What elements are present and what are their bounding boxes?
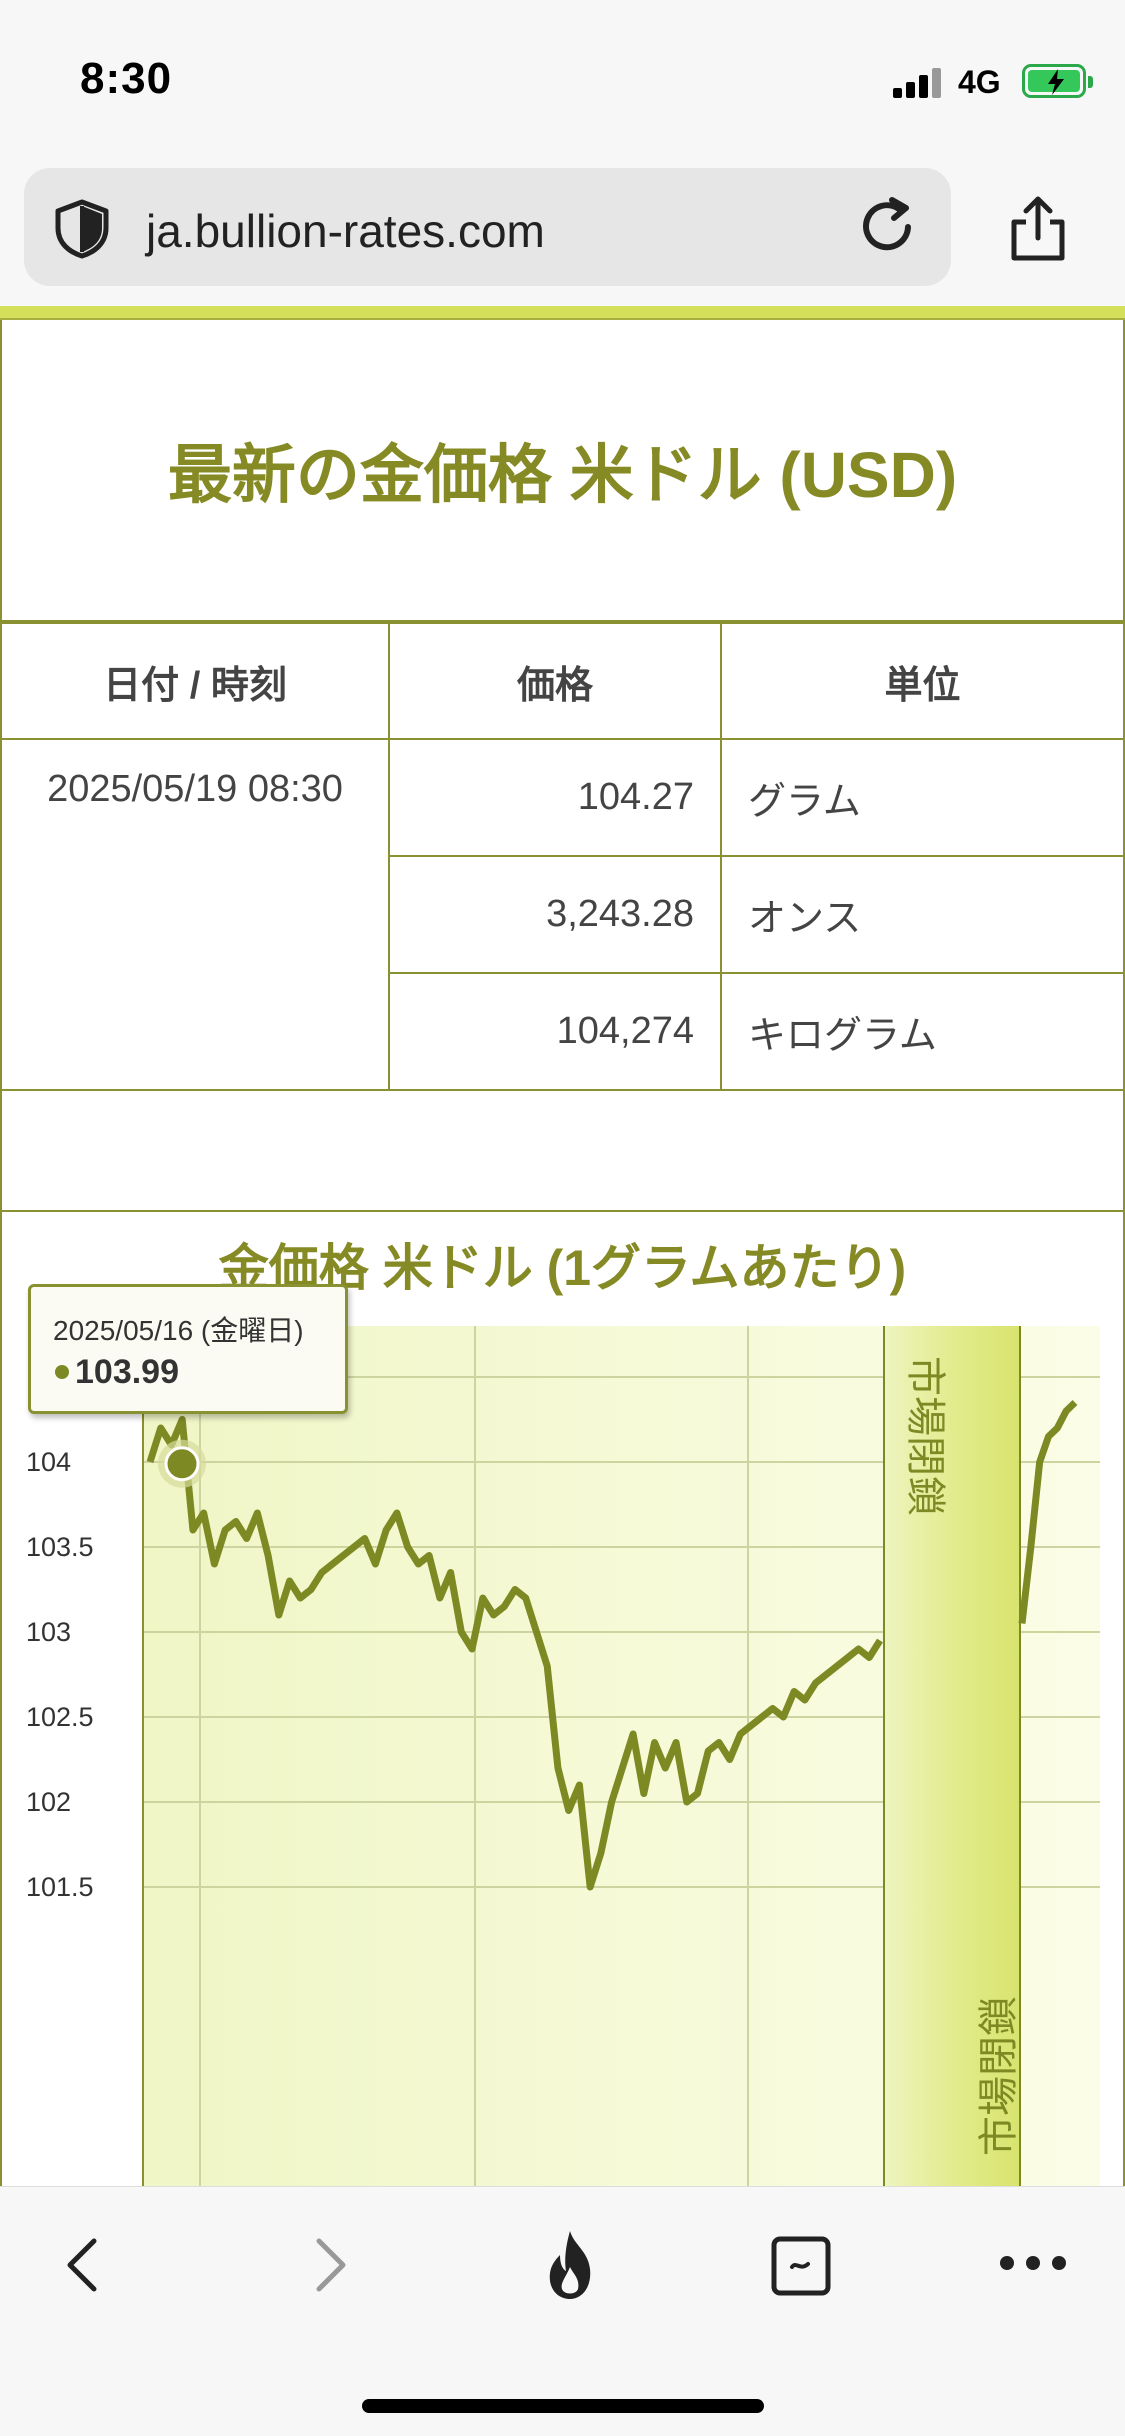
header-price: 価格 <box>388 622 722 740</box>
date-cell: 2025/05/19 08:30 <box>0 738 390 1091</box>
url-text[interactable]: ja.bullion-rates.com <box>146 205 545 257</box>
web-page: 最新の金価格 米ドル (USD) 日付 / 時刻 価格 単位 2025/05/1… <box>0 306 1125 2186</box>
table-header-row: 日付 / 時刻 価格 単位 <box>0 622 1125 740</box>
status-bar: 8:30 4G <box>0 0 1125 160</box>
tooltip-dot-icon <box>55 1365 69 1379</box>
battery-icon <box>1022 64 1093 98</box>
tooltip-value: 103.99 <box>75 1353 179 1391</box>
content-frame <box>0 320 1125 2186</box>
more-icon[interactable] <box>998 2253 1068 2273</box>
tooltip-date: 2025/05/16 (金曜日) <box>53 1315 304 1346</box>
market-closed-label: 市場閉鎖 <box>902 1356 948 1516</box>
title-box: 最新の金価格 米ドル (USD) <box>0 320 1125 622</box>
price-line <box>1018 1399 1078 1624</box>
y-tick-label: 102 <box>26 1787 71 1817</box>
header-unit: 単位 <box>720 622 1125 740</box>
header-date: 日付 / 時刻 <box>0 622 390 740</box>
unit-cell: オンス <box>720 855 1125 974</box>
y-tick-label: 102.5 <box>26 1702 94 1732</box>
price-line <box>146 1416 883 1891</box>
y-tick-label: 104 <box>26 1447 71 1477</box>
reload-icon[interactable] <box>854 194 920 260</box>
signal-icon <box>893 68 943 98</box>
tabs-icon[interactable] <box>770 2233 832 2297</box>
price-table: 日付 / 時刻 価格 単位 2025/05/19 08:30 104.27 グラ… <box>0 622 1125 1091</box>
shield-icon <box>55 199 109 259</box>
forward-icon[interactable] <box>305 2233 355 2297</box>
price-cell: 104.27 <box>388 738 722 857</box>
home-indicator <box>362 2399 764 2413</box>
network-label: 4G <box>958 64 1001 100</box>
market-closed-label: 市場閉鎖 <box>976 1996 1022 2156</box>
table-row: 104,274 キログラム <box>1 972 1125 1091</box>
y-tick-label: 103 <box>26 1617 71 1647</box>
y-tick-label: 103.5 <box>26 1532 94 1562</box>
browser-toolbar <box>0 2186 1125 2436</box>
price-cell: 104,274 <box>388 972 722 1091</box>
unit-cell: グラム <box>720 738 1125 857</box>
y-tick-label: 101.5 <box>26 1872 94 1902</box>
url-bar[interactable]: ja.bullion-rates.com <box>24 168 951 286</box>
share-icon[interactable] <box>1006 194 1070 264</box>
back-icon[interactable] <box>58 2233 108 2297</box>
hover-point <box>164 1446 200 1482</box>
status-time: 8:30 <box>80 54 173 103</box>
chart-tooltip: 2025/05/16 (金曜日) 103.99 <box>28 1284 348 1414</box>
unit-cell: キログラム <box>720 972 1125 1091</box>
table-row: 3,243.28 オンス <box>1 855 1125 974</box>
fire-icon[interactable] <box>538 2227 602 2303</box>
page-title: 最新の金価格 米ドル (USD) <box>167 439 958 511</box>
market-closed-band <box>884 1326 1020 2186</box>
spacer-box <box>0 1088 1125 1212</box>
top-strip <box>0 306 1125 320</box>
table-row: 2025/05/19 08:30 104.27 グラム <box>0 738 1125 1091</box>
price-cell: 3,243.28 <box>388 855 722 974</box>
